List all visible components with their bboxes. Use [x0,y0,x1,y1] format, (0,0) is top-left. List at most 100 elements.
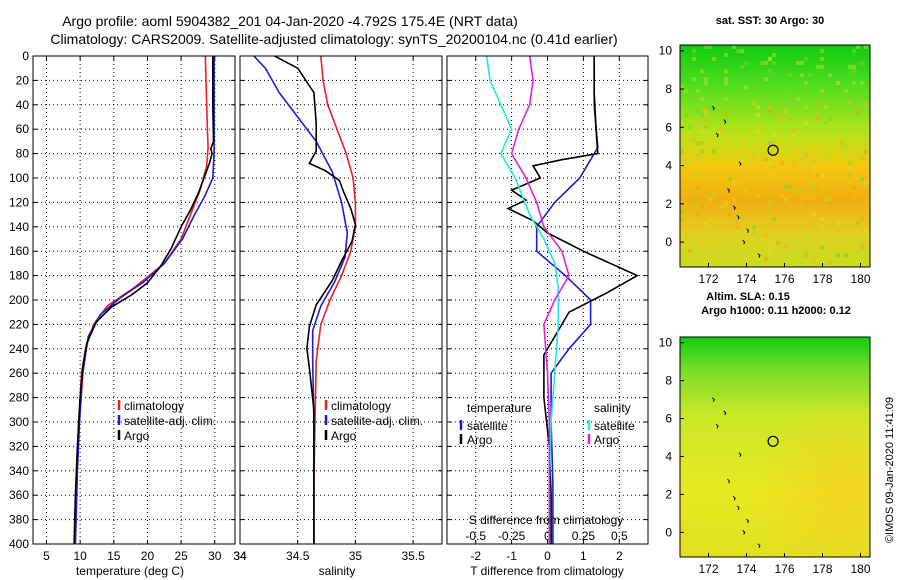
sst-pixel [784,85,788,89]
sst-pixel [700,141,704,145]
salinity-xlabel: salinity [319,564,356,578]
sst-pixel [704,121,708,125]
xtick-label: 10 [73,549,87,563]
sst-pixel [836,229,840,233]
ytick-label: 360 [9,488,29,502]
ytick-label: 60 [16,122,30,136]
sst-pixel [772,137,776,141]
sst-pixel [740,65,744,69]
sst-pixel [772,53,776,57]
x2tick-label: 0.5 [611,529,628,543]
island-speck [711,397,715,402]
ytick-label: 220 [9,317,29,331]
sst-pixel [860,177,864,181]
sst-pixel [696,173,700,177]
sst-pixel [680,217,684,221]
sst-pixel [808,197,812,201]
ytick-label: 120 [9,195,29,209]
sst-pixel [784,89,788,93]
sst-pixel [804,249,808,253]
map-xtick-label: 180 [850,272,870,286]
series-group [253,56,357,544]
figure-title-line1: Argo profile: aoml 5904382_201 04-Jan-20… [62,13,518,29]
sst-pixel [780,193,784,197]
sst-pixel [752,229,756,233]
sst-pixel [800,73,804,77]
sst-pixel [860,141,864,145]
sst-pixel [756,113,760,117]
sst-pixel [708,217,712,221]
island-speck [746,518,750,524]
map-xtick-label: 178 [812,562,832,576]
sst-pixel [840,141,844,145]
sst-pixel [788,185,792,189]
sst-map-field [680,45,870,267]
sst-pixel [784,109,788,113]
ytick-label: 380 [9,513,29,527]
sst-pixel [768,201,772,205]
sst-pixel [776,241,780,245]
series-group [485,56,639,544]
legend-label: satellite-adj. clim. [331,414,423,428]
sst-pixel [768,249,772,253]
sst-pixel [696,213,700,217]
sst-pixel [804,253,808,257]
xtick-label: 34 [233,549,247,563]
sst-pixel [752,101,756,105]
xtick-label: -2 [470,549,481,563]
sst-pixel [728,213,732,217]
ytick-label: 180 [9,269,29,283]
sst-pixel [704,221,708,225]
sst-pixel [816,161,820,165]
series-line-t-satellite [535,56,599,544]
sst-pixel [724,205,728,209]
sst-pixel [740,165,744,169]
sst-pixel [796,97,800,101]
sst-pixel [728,181,732,185]
sst-pixel [700,113,704,117]
ytick-label: 40 [16,98,30,112]
sst-pixel [692,245,696,249]
sst-pixel [780,161,784,165]
sst-pixel [820,173,824,177]
sst-pixel [784,197,788,201]
sst-pixel [696,185,700,189]
ytick-label: 20 [16,73,30,87]
sst-pixel [784,245,788,249]
sst-pixel [724,81,728,85]
sst-pixel [768,141,772,145]
panel-frame [32,55,236,545]
sst-pixel [712,137,716,141]
sst-pixel [816,145,820,149]
sst-pixel [796,189,800,193]
sst-pixel [692,49,696,53]
xtick-label: 2 [616,549,623,563]
sst-pixel [744,61,748,65]
sst-pixel [852,69,856,73]
xtick-label: 5 [43,549,50,563]
sst-pixel [688,101,692,105]
sst-pixel [680,93,684,97]
map-xtick-label: 174 [736,562,756,576]
map-ytick-label: 10 [659,44,673,58]
sst-pixel [824,105,828,109]
sst-pixel [848,193,852,197]
map-xtick-label: 176 [774,272,794,286]
sst-pixel [744,189,748,193]
sst-map: 172 174 176 178 180 0 2 4 6 8 10 [659,44,871,286]
map-xtick-label: 174 [736,272,756,286]
sst-pixel [816,113,820,117]
legend-label: Argo [467,433,493,447]
sst-pixel [772,141,776,145]
sst-pixel [856,45,860,49]
sst-pixel [820,241,824,245]
sst-pixel [724,97,728,101]
ytick-label: 280 [9,391,29,405]
series-line-argo [274,56,357,544]
sst-pixel [824,197,828,201]
sla-map: 172 174 176 178 180 0 2 4 6 8 10 [659,336,871,576]
sst-pixel [708,197,712,201]
xtick-label: 35.5 [401,549,425,563]
sst-pixel [804,153,808,157]
sst-pixel [860,217,864,221]
